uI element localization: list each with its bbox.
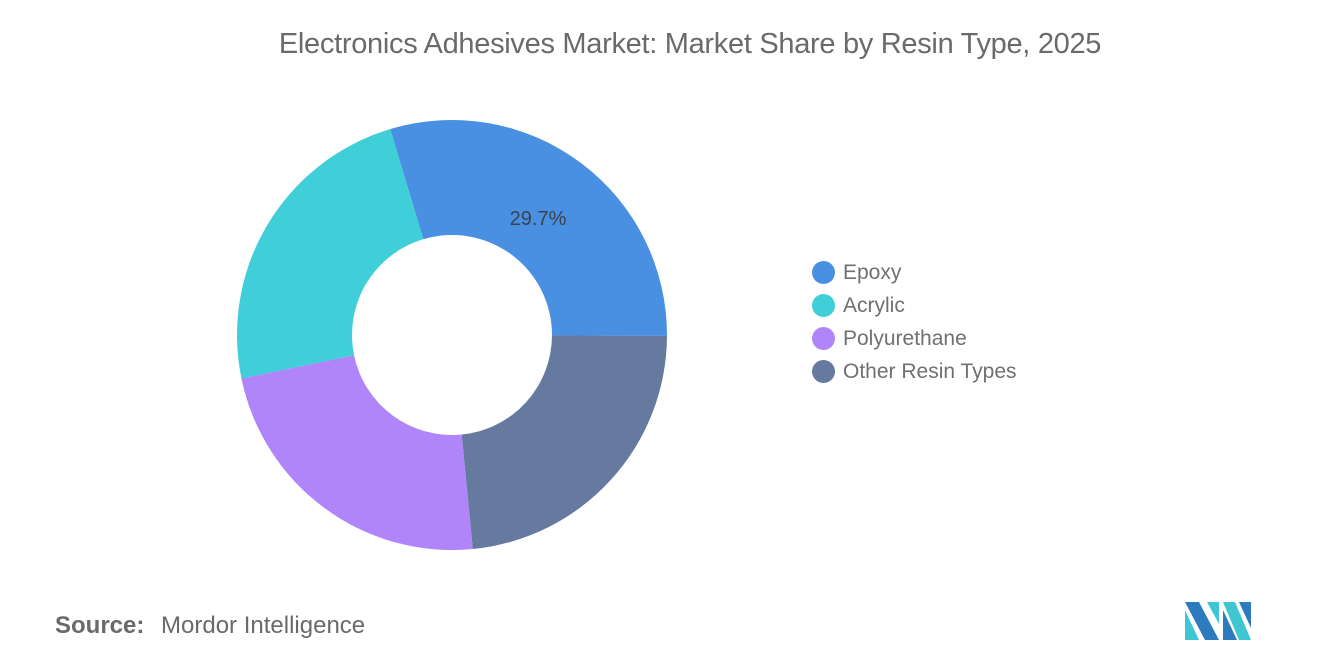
legend-item-other-resin-types[interactable]: Other Resin Types [812,355,1017,388]
slice-acrylic[interactable] [236,129,424,379]
legend-swatch-icon [812,360,835,383]
legend-swatch-icon [812,327,835,350]
legend-item-polyurethane[interactable]: Polyurethane [812,322,1017,355]
slice-other-resin-types[interactable] [461,335,667,549]
legend-item-epoxy[interactable]: Epoxy [812,256,1017,289]
mordor-intelligence-logo-icon [1185,602,1251,640]
donut-slices [236,120,668,550]
epoxy-data-label: 29.7% [510,208,567,230]
slice-epoxy[interactable] [390,120,668,336]
legend-swatch-icon [812,294,835,317]
source-value: Mordor Intelligence [161,612,366,639]
source-attribution: Source: Mordor Intelligence [55,612,365,640]
legend: Epoxy Acrylic Polyurethane Other Resin T… [812,256,1017,388]
chart-title: Electronics Adhesives Market: Market Sha… [278,28,1102,60]
legend-swatch-icon [812,261,835,284]
source-label: Source: [55,612,145,639]
legend-item-acrylic[interactable]: Acrylic [812,289,1017,322]
slice-polyurethane[interactable] [241,355,473,550]
